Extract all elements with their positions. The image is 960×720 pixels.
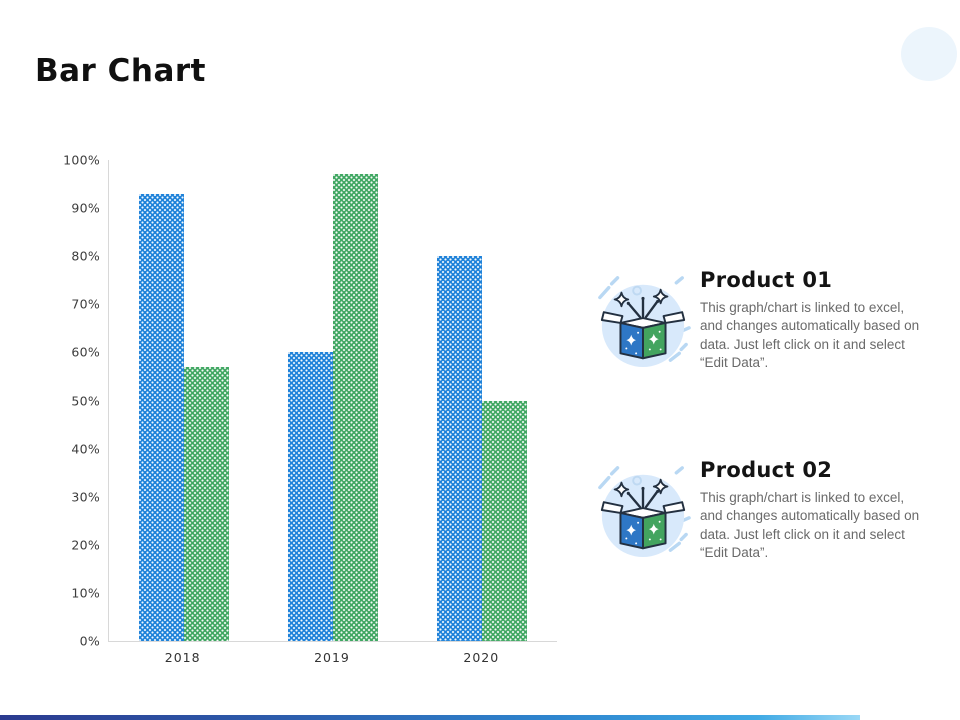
product-block-1: Product 01 This graph/chart is linked to… [594,262,929,402]
product-text: Product 01 This graph/chart is linked to… [700,268,928,372]
product-description: This graph/chart is linked to excel, and… [700,490,920,561]
x-tick-label: 2020 [463,650,500,665]
y-tick-label: 20% [71,537,100,553]
y-tick-label: 60% [71,344,100,360]
bar-chart: 0% 10% 20% 30% 40% 50% 60% 70% 80% 90% 100% 2018 20… [56,152,558,672]
bar-product-02-2019 [332,174,378,641]
bar-group-2018 [109,160,258,641]
y-tick-label: 100% [63,152,100,168]
product-block-2: Product 02 This graph/chart is linked to… [594,452,929,592]
corner-decoration [901,27,957,81]
product-heading: Product 01 [700,268,833,292]
bar-group-2019 [258,160,407,641]
surprise-box-icon [598,466,691,558]
y-tick-label: 40% [71,441,100,457]
y-tick-label: 0% [79,633,100,649]
bottom-accent-bar [0,715,860,720]
x-axis-labels: 2018 2019 2020 [108,650,556,665]
y-tick-label: 80% [71,248,100,264]
bar-product-01-2020 [437,256,483,641]
bar-group-2020 [408,160,557,641]
bar-product-02-2018 [183,366,229,641]
plot-area [108,160,557,642]
y-tick-label: 70% [71,296,100,312]
y-tick-label: 10% [71,585,100,601]
product-text: Product 02 This graph/chart is linked to… [700,458,928,562]
page-title: Bar Chart [35,52,206,89]
y-tick-label: 30% [71,489,100,505]
x-tick-label: 2018 [164,650,201,665]
bar-product-01-2019 [287,352,333,641]
product-description: This graph/chart is linked to excel, and… [700,300,920,371]
x-tick-label: 2019 [314,650,350,665]
y-tick-label: 50% [71,393,100,408]
y-axis-ticks: 0% 10% 20% 30% 40% 50% 60% 70% 80% 90% 100% [56,153,100,649]
bar-product-01-2018 [138,193,184,641]
surprise-box-icon [598,276,691,368]
y-tick-label: 90% [71,200,100,216]
product-heading: Product 02 [700,458,833,482]
bar-product-02-2020 [482,400,528,641]
